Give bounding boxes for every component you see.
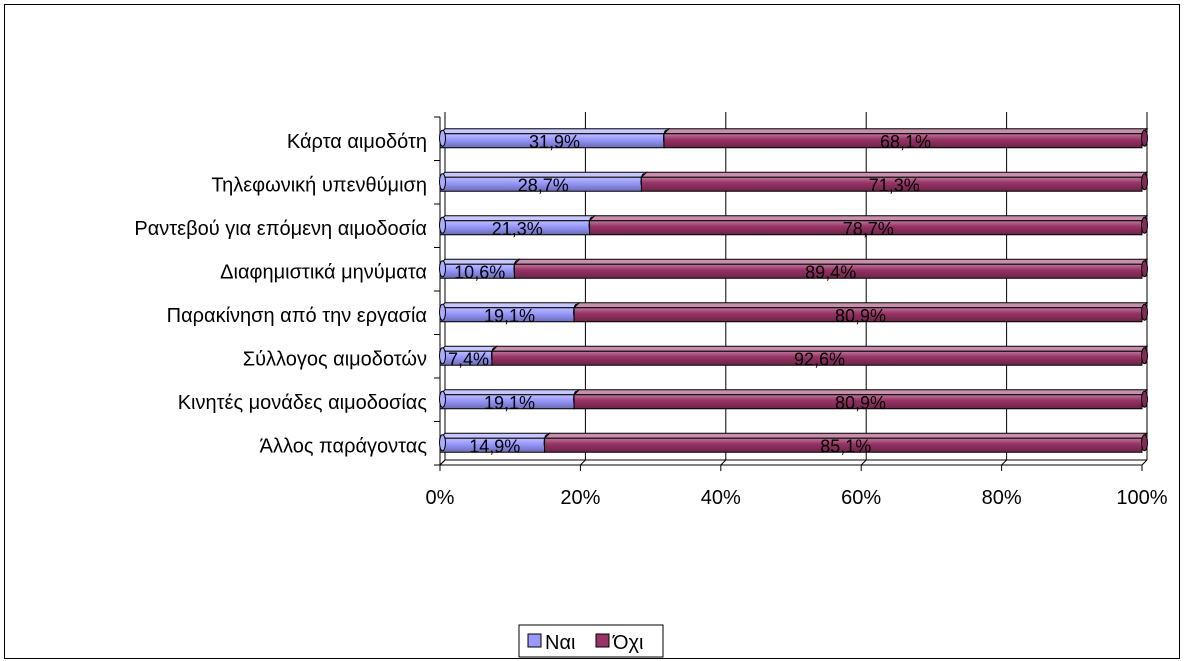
gridline-foot [720,459,727,466]
data-label: 14,9% [469,436,520,456]
bar-start-cap [439,303,446,321]
legend-box [518,624,664,658]
category-label: Διαφημιστικά μηνύματα [220,261,427,283]
data-label: 10,6% [454,262,505,282]
data-label: 19,1% [484,306,535,326]
bar-cap [1141,347,1148,365]
data-label: 28,7% [518,175,569,195]
category-label: Κινητές μονάδες αιμοδοσίας [178,392,428,414]
bar-start-cap [439,260,446,278]
data-label: 7,4% [448,349,489,369]
data-label: 80,9% [835,306,886,326]
bar-start-cap [439,129,446,147]
category-label: Άλλος παράγοντας [260,435,428,457]
bar-start-cap [439,347,446,365]
category-label: Παρακίνηση από την εργασία [167,305,427,327]
data-label: 68,1% [880,132,931,152]
legend-label: Όχι [612,632,643,654]
bar-start-cap [439,434,446,452]
bar-cap [1141,434,1148,452]
bar-cap [1141,303,1148,321]
bar-start-cap [439,173,446,191]
axis-wall [439,112,446,466]
bar-cap [1141,260,1148,278]
data-label: 21,3% [492,219,543,239]
bar-cap [1141,129,1148,147]
legend: Ναι Όχι [518,624,664,658]
x-tick-label: 40% [701,487,741,509]
data-label: 80,9% [835,393,886,413]
category-label: Κάρτα αιμοδότη [287,131,427,153]
data-label: 92,6% [794,349,845,369]
bar-cap [1141,216,1148,234]
gridline-foot [580,459,586,466]
x-tick-label: 100% [1116,487,1167,509]
gridline-foot [860,459,867,466]
bar-start-cap [439,216,446,234]
category-label: Σύλλογος αιμοδοτών [243,348,427,370]
x-tick-label: 60% [841,487,881,509]
x-tick-label: 0% [426,487,455,509]
legend-swatch-nai [527,633,542,648]
x-tick-label: 80% [982,487,1022,509]
data-label: 31,9% [529,132,580,152]
gridline-foot [439,459,446,466]
data-label: 71,3% [869,175,920,195]
category-label: Τηλεφωνική υπενθύμιση [211,174,427,196]
gridline-foot [1141,459,1148,466]
gridline-foot [1001,459,1007,466]
bar-cap [1141,173,1148,191]
data-label: 89,4% [805,262,856,282]
x-tick-label: 20% [560,487,600,509]
data-label: 78,7% [843,219,894,239]
bar-start-cap [439,390,446,408]
category-label: Ραντεβού για επόμενη αιμοδοσία [134,218,427,240]
bar-cap [1141,390,1148,408]
data-label: 85,1% [820,436,871,456]
data-label: 19,1% [484,393,535,413]
chart-frame [4,4,1180,659]
legend-swatch-ochi [595,633,610,648]
legend-label: Ναι [545,632,575,654]
